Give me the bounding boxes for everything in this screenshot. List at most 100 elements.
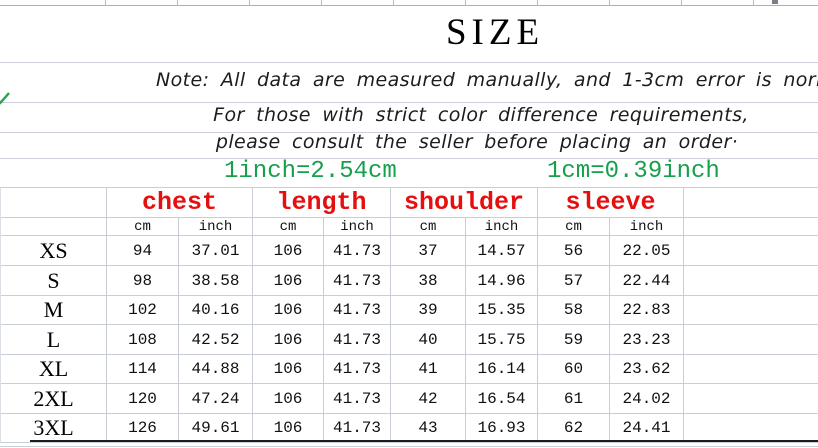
clipped-cell-fragment [772,0,778,4]
size-label: M [1,296,107,325]
table-cell: 22.44 [610,266,684,296]
table-empty-cell [684,266,818,296]
table-cell: 56 [538,236,610,266]
table-cell: 41.73 [324,266,391,296]
conversion-inch-to-cm: 1inch=2.54cm [224,158,397,185]
table-empty-cell [684,188,818,218]
table-cell: 14.57 [466,236,538,266]
table-cell: 47.24 [179,384,253,414]
table-cell: 16.54 [466,384,538,414]
spreadsheet-gridline-strip [0,0,818,6]
table-cell: 41.73 [324,236,391,266]
table-cell: 98 [107,266,179,296]
note-line-1: Note: All data are measured manually, an… [156,69,818,91]
measure-header-shoulder: shoulder [391,188,538,218]
table-cell: 57 [538,266,610,296]
table-cell: 106 [253,296,324,325]
table-cell: 106 [253,236,324,266]
table-cell: 59 [538,325,610,355]
unit-header: inch [324,218,391,236]
size-label: 3XL [1,414,107,443]
column-gridline-ticks [34,0,776,5]
table-cell: 106 [253,266,324,296]
table-cell: 15.35 [466,296,538,325]
size-label: XS [1,236,107,266]
table-cell: 40.16 [179,296,253,325]
unit-header: inch [466,218,538,236]
table-cell: 102 [107,296,179,325]
table-cell: 42.52 [179,325,253,355]
table-cell: 39 [391,296,466,325]
unit-header: cm [253,218,324,236]
table-cell: 41.73 [324,325,391,355]
note-line-3: please consult the seller before placing… [215,131,739,153]
conversion-cm-to-inch: 1cm=0.39inch [547,158,720,185]
unit-header: inch [179,218,253,236]
table-cell: 42 [391,384,466,414]
table-bottom-rule [30,440,818,442]
table-cell: 61 [538,384,610,414]
unit-header: cm [391,218,466,236]
row-gridline [0,62,818,63]
table-cell: 106 [253,355,324,384]
size-label: 2XL [1,384,107,414]
table-cell: 24.41 [610,414,684,443]
measure-header-length: length [253,188,391,218]
table-cell: 41 [391,355,466,384]
table-empty-cell [684,296,818,325]
table-cell: 43 [391,414,466,443]
page-title: SIZE [445,12,545,53]
table-cell: 41.73 [324,355,391,384]
row-gridline [0,132,818,133]
measure-header-chest: chest [107,188,253,218]
table-empty-cell [684,414,818,443]
table-empty-cell [684,325,818,355]
unit-header: cm [538,218,610,236]
table-empty-cell [684,384,818,414]
note-line-2: For those with strict color difference r… [213,104,749,126]
table-cell: 94 [107,236,179,266]
table-cell: 126 [107,414,179,443]
green-checkmark-icon [0,91,11,110]
table-cell: 38.58 [179,266,253,296]
table-cell: 22.05 [610,236,684,266]
table-cell: 40 [391,325,466,355]
table-cell: 37.01 [179,236,253,266]
table-cell: 108 [107,325,179,355]
table-empty-cell [684,218,818,236]
row-gridline [0,446,818,447]
size-label: S [1,266,107,296]
row-gridline [0,158,818,159]
table-cell: 106 [253,414,324,443]
table-cell: 15.75 [466,325,538,355]
table-cell: 106 [253,325,324,355]
table-cell: 22.83 [610,296,684,325]
table-empty-cell [684,236,818,266]
unit-header: cm [107,218,179,236]
table-cell: 16.14 [466,355,538,384]
table-cell: 44.88 [179,355,253,384]
table-cell: 62 [538,414,610,443]
table-cell: 16.93 [466,414,538,443]
size-label: L [1,325,107,355]
size-label: XL [1,355,107,384]
row-gridline [0,102,818,103]
table-cell: 60 [538,355,610,384]
table-cell: 23.62 [610,355,684,384]
table-cell: 114 [107,355,179,384]
table-corner-cell [1,188,107,218]
table-cell: 120 [107,384,179,414]
unit-header: inch [610,218,684,236]
table-corner-cell [1,218,107,236]
table-cell: 58 [538,296,610,325]
size-table: chest length shoulder sleeve cm inch cm … [0,187,818,443]
measure-header-sleeve: sleeve [538,188,684,218]
table-cell: 106 [253,384,324,414]
table-cell: 37 [391,236,466,266]
table-cell: 14.96 [466,266,538,296]
table-cell: 24.02 [610,384,684,414]
table-cell: 41.73 [324,296,391,325]
table-cell: 23.23 [610,325,684,355]
table-empty-cell [684,355,818,384]
